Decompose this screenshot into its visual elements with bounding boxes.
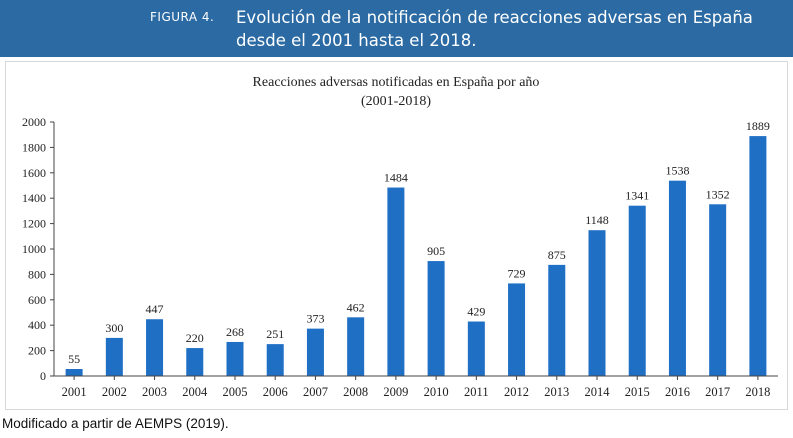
x-tick-label-2016: 2016: [665, 385, 690, 399]
chart-subtitle: (2001-2018): [361, 94, 431, 109]
y-tick-label: 800: [28, 267, 46, 281]
bars-group: 55 300 447 220 268 251 373 462 1484 905 429 729 875 1…: [65, 119, 770, 376]
x-tick-label-2017: 2017: [705, 385, 730, 399]
y-tick-label: 2000: [22, 115, 46, 129]
data-label-2011: 429: [467, 305, 485, 319]
chart-title: Reacciones adversas notificadas en Españ…: [253, 75, 540, 90]
bar-2006: [266, 344, 284, 376]
y-tick-label: 1200: [22, 217, 46, 231]
x-tick-label-2011: 2011: [464, 385, 489, 399]
x-tick-label-2008: 2008: [343, 385, 368, 399]
bar-2014: [588, 230, 606, 376]
bar-2003: [146, 319, 164, 376]
data-label-2009: 1484: [384, 171, 408, 185]
data-label-2016: 1538: [665, 164, 689, 178]
data-label-2004: 220: [186, 331, 204, 345]
data-label-2014: 1148: [585, 213, 609, 227]
data-label-2006: 251: [266, 327, 284, 341]
x-tick-label-2002: 2002: [102, 385, 127, 399]
figure-title: Evolución de la notificación de reaccion…: [236, 8, 753, 50]
x-axis: 2001 2002 2003 2004 2005 2006 2007 2008 2009 2010…: [54, 375, 778, 399]
y-tick-label: 400: [28, 318, 46, 332]
bar-2005: [226, 341, 244, 376]
x-tick-label-2010: 2010: [424, 385, 449, 399]
bar-2018: [749, 136, 767, 376]
data-label-2007: 373: [306, 312, 324, 326]
data-label-2012: 729: [508, 266, 526, 280]
data-label-2003: 447: [146, 302, 164, 316]
bar-2017: [709, 204, 727, 376]
data-label-2008: 462: [347, 300, 365, 314]
bar-2013: [548, 264, 566, 376]
y-tick-label: 600: [28, 293, 46, 307]
data-label-2013: 875: [548, 248, 566, 262]
bar-chart: Reacciones adversas notificadas en Españ…: [22, 75, 778, 399]
chart-panel: Reacciones adversas notificadas en Españ…: [5, 61, 788, 410]
x-tick-label-2005: 2005: [223, 385, 248, 399]
bar-2009: [387, 187, 405, 376]
bar-2011: [467, 321, 485, 376]
y-tick-label: 1600: [22, 166, 46, 180]
data-label-2010: 905: [427, 244, 445, 258]
data-label-2015: 1341: [625, 189, 649, 203]
x-tick-label-2001: 2001: [62, 385, 87, 399]
bar-2008: [347, 317, 365, 376]
y-axis: 0 200 400 600 800 1000 1200 1400 1600 1800 2000: [22, 115, 55, 383]
bar-2012: [508, 283, 526, 376]
y-tick-label: 1800: [22, 140, 46, 154]
bar-2001: [65, 369, 83, 376]
data-label-2017: 1352: [706, 187, 730, 201]
x-tick-label-2013: 2013: [544, 385, 569, 399]
figure-label: FIGURA 4.: [150, 10, 215, 24]
source-note: Modificado a partir de AEMPS (2019).: [2, 416, 229, 431]
x-tick-label-2014: 2014: [585, 385, 611, 399]
bar-2010: [427, 261, 445, 376]
x-tick-label-2015: 2015: [625, 385, 650, 399]
data-label-2005: 268: [226, 325, 244, 339]
x-tick-label-2006: 2006: [263, 385, 288, 399]
y-tick-label: 200: [28, 344, 46, 358]
data-label-2001: 55: [68, 352, 80, 366]
x-tick-label-2003: 2003: [142, 385, 167, 399]
x-tick-label-2004: 2004: [182, 385, 208, 399]
x-tick-label-2012: 2012: [504, 385, 529, 399]
data-label-2018: 1889: [746, 119, 770, 133]
bar-2007: [306, 328, 324, 376]
y-tick-label: 1400: [22, 191, 46, 205]
bar-2015: [628, 205, 646, 376]
data-label-2002: 300: [105, 321, 123, 335]
x-tick-label-2007: 2007: [303, 385, 328, 399]
x-tick-label-2018: 2018: [745, 385, 770, 399]
bar-2002: [105, 337, 123, 376]
y-tick-label: 0: [40, 369, 46, 383]
figure-banner: FIGURA 4. Evolución de la notificación d…: [0, 0, 793, 57]
x-tick-label-2009: 2009: [383, 385, 408, 399]
y-tick-label: 1000: [22, 242, 46, 256]
bar-2016: [668, 180, 686, 376]
bar-2004: [186, 348, 204, 376]
